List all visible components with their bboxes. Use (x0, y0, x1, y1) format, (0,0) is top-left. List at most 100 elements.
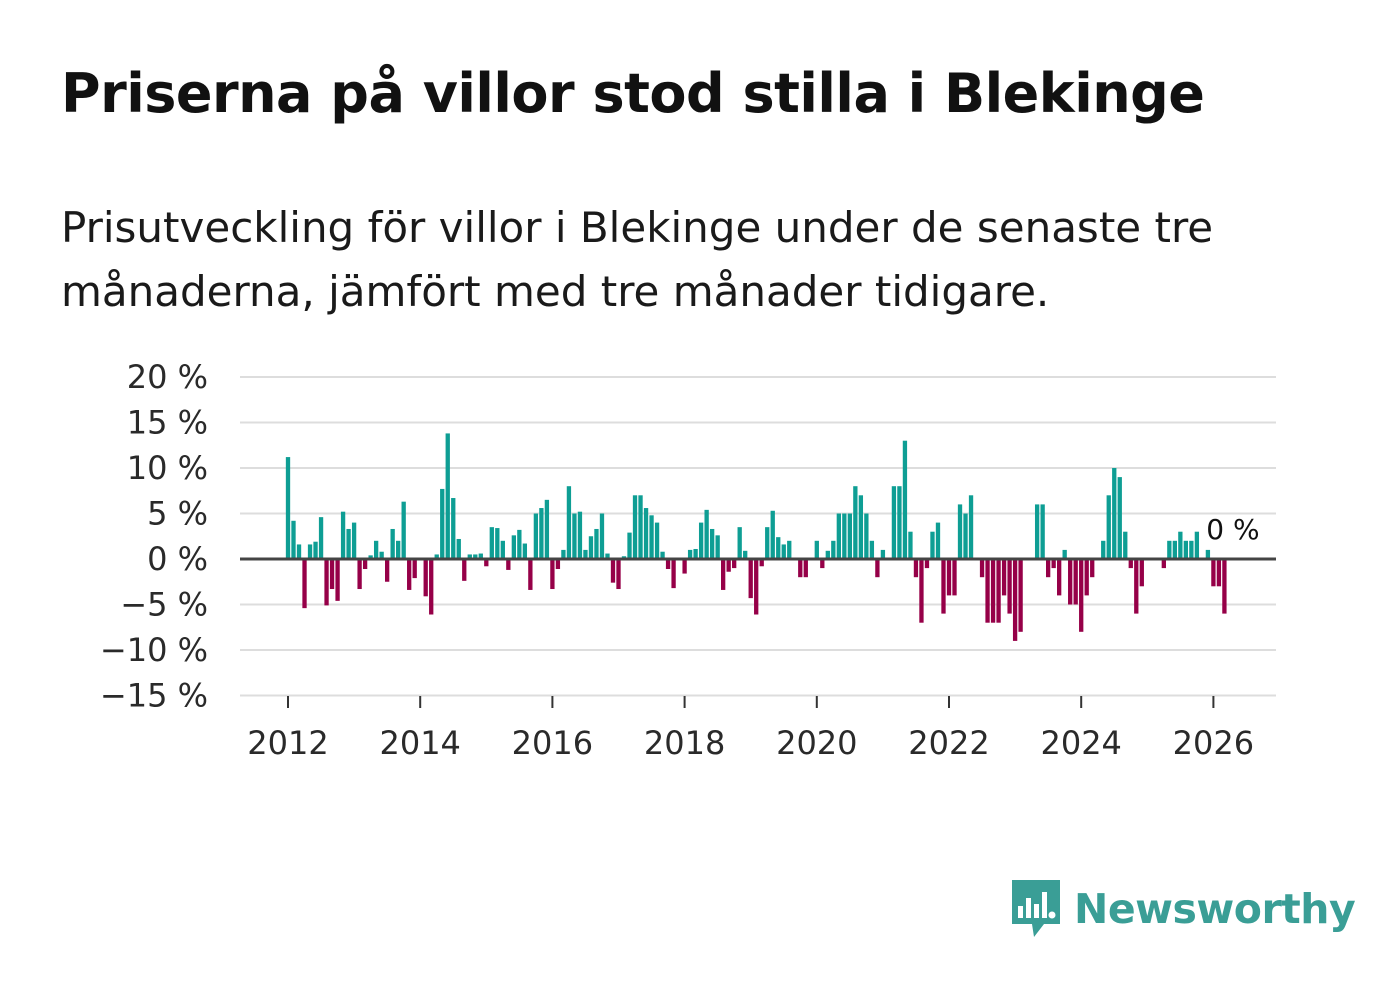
bar (1112, 468, 1117, 559)
bar (897, 486, 902, 559)
bar (324, 559, 329, 606)
x-tick-label: 2012 (247, 724, 328, 762)
bar (434, 554, 439, 559)
bar (1183, 540, 1189, 559)
bar (572, 513, 577, 559)
y-tick-label: 10 % (127, 449, 208, 487)
bar (946, 559, 952, 596)
bar (1079, 559, 1084, 632)
bar (781, 544, 786, 559)
bar (484, 559, 489, 567)
bar (990, 559, 996, 623)
bar (302, 559, 307, 609)
bar (357, 559, 362, 590)
bar (401, 501, 406, 559)
bar (715, 535, 720, 559)
bar (1073, 559, 1078, 605)
bar (1084, 559, 1089, 596)
bar (351, 522, 357, 559)
bar (1134, 559, 1139, 614)
bar (451, 498, 456, 559)
bar (478, 553, 483, 559)
bar (654, 522, 660, 559)
bar (952, 559, 957, 596)
bar (588, 536, 594, 559)
bar (528, 559, 533, 590)
bar (743, 550, 748, 559)
bar (594, 528, 599, 559)
bar (776, 537, 781, 559)
bar (379, 551, 384, 559)
bar (682, 559, 687, 574)
y-tick-label: 15 % (127, 404, 208, 442)
bar (836, 513, 841, 559)
bar (1211, 559, 1216, 587)
bar (1007, 559, 1012, 614)
bar (913, 559, 919, 578)
bar (930, 531, 935, 559)
bar (533, 513, 539, 559)
bar (291, 520, 296, 559)
bar (517, 529, 522, 559)
bar (643, 508, 649, 559)
bar (456, 538, 461, 559)
bar (924, 559, 930, 569)
bar (709, 528, 715, 559)
bar (1090, 559, 1095, 578)
bar (362, 559, 368, 570)
newsworthy-logo: Newsworthy (1010, 876, 1356, 942)
last-value-label: 0 % (1206, 513, 1259, 546)
bar (583, 549, 588, 559)
bar (1101, 540, 1106, 559)
bar (665, 559, 671, 570)
bar (880, 549, 886, 559)
y-axis-ticks: 20 % 15 % 10 % 5 % 0 % −5 % −10 % −15 % (100, 358, 208, 715)
bar (396, 540, 401, 559)
bar (1194, 531, 1200, 559)
bar (1128, 559, 1133, 569)
y-tick-label: −10 % (100, 631, 208, 669)
bar (996, 559, 1001, 623)
bar (798, 559, 803, 578)
bar (831, 540, 836, 559)
y-tick-label: −5 % (120, 586, 208, 624)
bar (902, 440, 908, 559)
bar (285, 457, 291, 559)
bar (726, 559, 731, 572)
bar (1161, 559, 1166, 569)
bar (412, 559, 417, 579)
bar (671, 559, 676, 589)
bar (825, 550, 830, 559)
bar (721, 559, 726, 590)
bars (285, 433, 1227, 641)
bar (561, 549, 566, 559)
bar (616, 559, 621, 590)
bar (407, 559, 412, 590)
bar (660, 551, 665, 559)
x-tick-label: 2016 (512, 724, 593, 762)
chart-subtitle: Prisutveckling för villor i Blekinge und… (61, 203, 1214, 316)
bar (599, 513, 605, 559)
bar (1068, 559, 1073, 605)
chart-title: Priserna på villor stod stilla i Bleking… (61, 62, 1205, 125)
bar (908, 531, 913, 559)
x-axis-ticks: 2012 2014 2016 2018 2020 2022 2024 2026 (247, 696, 1254, 762)
bar (985, 559, 990, 623)
bar (550, 559, 555, 590)
bar (462, 559, 467, 581)
y-tick-label: 0 % (147, 540, 208, 578)
bar (1051, 559, 1056, 569)
bar (979, 559, 985, 578)
bar (820, 559, 825, 569)
bar (919, 559, 924, 623)
bar (440, 488, 445, 559)
bar (963, 513, 968, 559)
bar (627, 532, 632, 559)
bar (511, 535, 516, 559)
bar (555, 559, 561, 570)
bar (522, 543, 528, 559)
bar (307, 544, 313, 559)
bar (1172, 540, 1177, 559)
bar (1057, 559, 1062, 596)
